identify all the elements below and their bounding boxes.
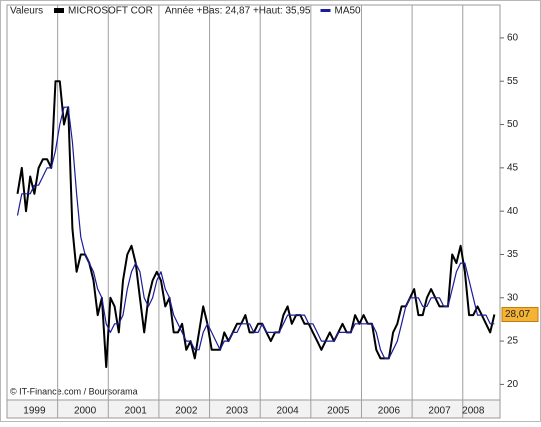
x-tick-label: 2008 [462,406,485,417]
plot-area [6,4,501,401]
legend-swatch [320,9,331,12]
line-series [16,80,496,369]
y-tick-label: 35 [507,249,519,260]
line-series [16,106,495,359]
y-tick-label: 60 [507,33,519,44]
y-tick-label: 30 [507,292,519,303]
legend-label: MICROSOFT COR [68,6,153,17]
y-tick-label: 45 [507,162,519,173]
x-tick-label: 2001 [125,406,148,417]
x-tick-label: 2004 [277,406,300,417]
x-axis-band [6,399,501,419]
x-tick-label: 1999 [23,406,46,417]
last-value-box [501,307,539,323]
y-tick-label: 55 [507,76,519,87]
y-tick-label: 40 [507,206,519,217]
x-tick-label: 2007 [428,406,451,417]
legend-title: Valeurs [10,6,43,17]
last-value-label: 28,07 [505,309,530,320]
x-tick-label: 2000 [74,406,97,417]
y-tick-label: 50 [507,119,519,130]
x-tick-label: 2002 [175,406,198,417]
y-tick-label: 20 [507,379,519,390]
range-text: Année +Bas: 24,87 +Haut: 35,95 [165,6,311,17]
credit: © IT-Finance.com / Boursorama [10,386,138,396]
x-tick-label: 2006 [378,406,401,417]
y-tick-label: 25 [507,336,519,347]
x-tick-label: 2003 [226,406,249,417]
legend-label: MA50 [335,6,362,17]
x-tick-label: 2005 [327,406,350,417]
legend-swatch [54,8,64,13]
